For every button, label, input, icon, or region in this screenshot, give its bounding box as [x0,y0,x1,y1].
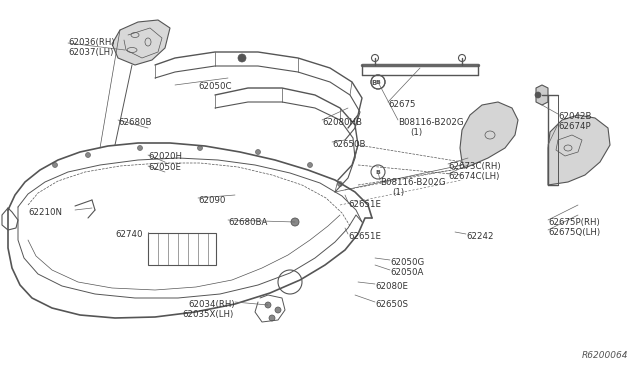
Text: 62080E: 62080E [375,282,408,291]
Text: 62090: 62090 [198,196,225,205]
Text: 62042B: 62042B [558,112,591,121]
Circle shape [269,315,275,321]
Circle shape [275,307,281,313]
Text: 62651E: 62651E [348,232,381,241]
Polygon shape [460,102,518,168]
Text: 62242: 62242 [466,232,493,241]
Text: 62037(LH): 62037(LH) [68,48,113,57]
Text: B08116-B202G: B08116-B202G [380,178,445,187]
Text: 62675Q(LH): 62675Q(LH) [548,228,600,237]
Circle shape [337,182,342,186]
Text: 62050C: 62050C [198,82,232,91]
Circle shape [52,163,58,167]
Text: B: B [376,80,380,85]
Text: 62080HB: 62080HB [322,118,362,127]
Polygon shape [536,85,548,105]
Text: 62740: 62740 [115,230,143,239]
Text: 62050A: 62050A [390,268,424,277]
Text: B: B [376,170,380,175]
Circle shape [535,92,541,98]
Bar [148,233,216,265]
Text: 62034(RH): 62034(RH) [188,300,235,309]
Text: R6200064: R6200064 [582,351,628,360]
Text: 62050E: 62050E [148,163,181,172]
Text: 62050G: 62050G [390,258,424,267]
Polygon shape [548,115,610,185]
Text: (1): (1) [392,188,404,197]
Text: 62675P(RH): 62675P(RH) [548,218,600,227]
Circle shape [86,153,90,157]
Text: 62674P: 62674P [558,122,591,131]
Text: 62020H: 62020H [148,152,182,161]
Circle shape [198,145,202,151]
Text: 62210N: 62210N [28,208,62,217]
Text: 62673C(RH): 62673C(RH) [448,162,500,171]
Circle shape [265,302,271,308]
Circle shape [291,218,299,226]
Circle shape [238,54,246,62]
Text: 62650S: 62650S [375,300,408,309]
Text: 62680B: 62680B [118,118,152,127]
Text: 62680BA: 62680BA [228,218,268,227]
Text: B: B [371,80,376,86]
Text: B08116-B202G: B08116-B202G [398,118,463,127]
Polygon shape [112,20,170,65]
Circle shape [138,145,143,151]
Text: 62036(RH): 62036(RH) [68,38,115,47]
Circle shape [307,163,312,167]
Text: 62651E: 62651E [348,200,381,209]
Text: 62675: 62675 [388,100,415,109]
Circle shape [255,150,260,154]
Text: 62650B: 62650B [332,140,365,149]
Text: (1): (1) [410,128,422,137]
Text: 62035X(LH): 62035X(LH) [182,310,233,319]
Text: 62674C(LH): 62674C(LH) [448,172,499,181]
